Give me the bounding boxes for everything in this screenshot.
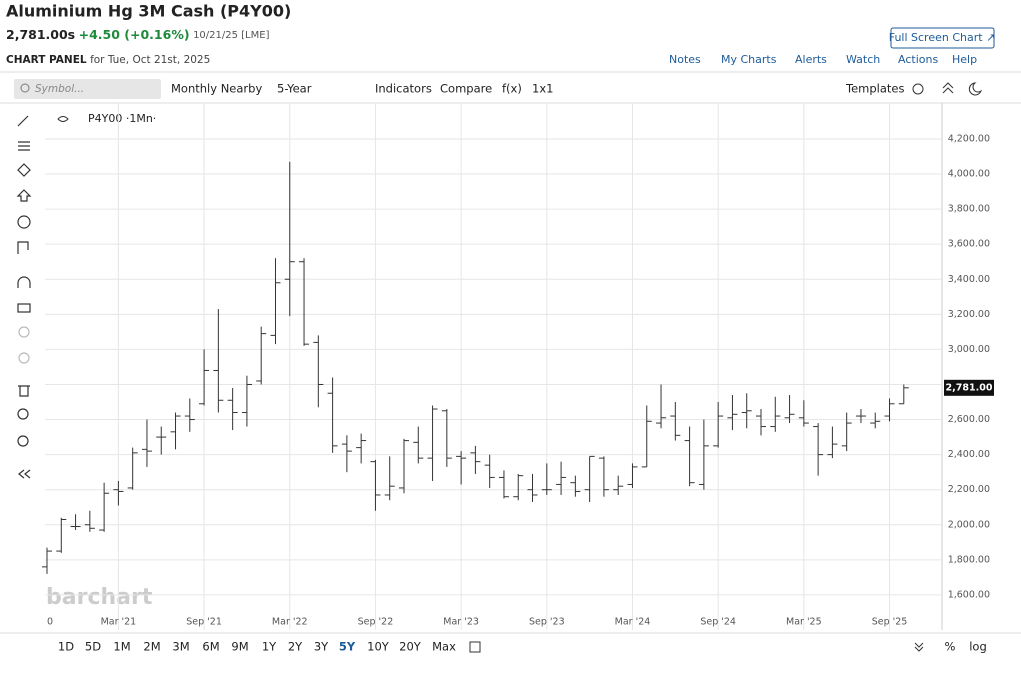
eye-icon[interactable] [57,116,69,122]
quote-line: 2,781.00s +4.50 (+0.16%) 10/21/25 [LME] [6,27,270,42]
y-tick-label: 4,000.00 [948,169,990,180]
range-button[interactable]: 6M [202,640,219,654]
y-tick-label: 2,400.00 [948,449,990,460]
y-tick-label: 4,200.00 [948,133,990,144]
nav-link[interactable]: Watch [846,53,880,66]
nav-link[interactable]: My Charts [721,53,777,66]
nav-link[interactable]: Notes [669,53,701,66]
tool[interactable] [17,241,29,254]
watermark: barchart [46,585,153,610]
range-button[interactable]: 1D [58,640,74,654]
y-tick-label: 2,600.00 [948,414,990,425]
legend: P4Y00 ·1Mn· [88,112,156,125]
full-screen-label[interactable]: Full Screen Chart ↗ [889,31,996,44]
toolbar-item[interactable]: 5-Year [277,82,312,96]
nav-link[interactable]: Actions [898,53,938,66]
y-tick-label: 3,000.00 [948,344,990,355]
panel-date: for Tue, Oct 21st, 2025 [90,54,210,66]
toolbar-item[interactable]: Indicators [375,82,432,96]
y-tick-label: 3,600.00 [948,239,990,250]
percent-toggle[interactable]: % [945,640,956,654]
search-icon [20,83,30,93]
templates[interactable]: Templates [845,82,904,96]
symbol-input[interactable] [14,79,161,99]
x-tick-label: Sep '21 [186,617,222,628]
x-tick-label: Mar '24 [615,617,651,628]
tool[interactable] [16,189,32,202]
tool[interactable] [17,215,31,229]
change: +4.50 (+0.16%) [79,27,190,42]
x-tick-label: Mar '25 [786,617,822,628]
theme-icon[interactable] [968,82,983,96]
x-tick-label: Mar '23 [443,617,479,628]
range-button[interactable]: 3Y [314,640,329,654]
range-button[interactable]: 2Y [288,640,303,654]
x-tick-label: Mar '21 [101,617,137,628]
toolbar-item[interactable]: Monthly Nearby [171,82,262,96]
y-tick-label: 3,200.00 [948,309,990,320]
nav-link[interactable]: Help [952,53,977,66]
collapse-tools[interactable] [18,469,31,479]
range-button[interactable]: 1Y [262,640,277,654]
x-tick-label: Sep '23 [529,617,565,628]
lock[interactable] [17,303,31,313]
drawing-tools [16,115,32,479]
y-tick-label: 2,200.00 [948,484,990,495]
trash[interactable] [18,385,30,397]
settings-icon[interactable] [912,83,924,95]
full-screen-button[interactable] [890,27,995,49]
toolbar-item[interactable]: f(x) [502,82,522,96]
tool[interactable] [17,115,29,127]
panel: CHART PANEL [6,54,87,66]
x-tick-label: Mar '22 [272,617,308,628]
quote-date: 10/21/25 [LME] [193,30,270,41]
last-price-box [944,379,994,396]
price: 2,781.00s [6,27,75,42]
undo[interactable] [18,326,30,338]
range-button[interactable]: 1M [113,640,130,654]
x-tick-label: 0 [47,617,53,628]
range-button[interactable]: 10Y [367,640,390,654]
calendar-icon[interactable] [469,641,481,653]
x-tick-label: Sep '22 [358,617,394,628]
toolbar-item[interactable]: 1x1 [532,82,553,96]
y-tick-label: 2,000.00 [948,519,990,530]
last-price-label: 2,781.00 [946,382,993,393]
range-button[interactable]: Max [432,640,456,654]
y-tick-label: 1,600.00 [948,589,990,600]
y-tick-label: 1,800.00 [948,554,990,565]
log-toggle[interactable]: log [969,640,987,654]
tool[interactable] [18,141,30,151]
x-tick-label: Sep '24 [700,617,736,628]
range-button[interactable]: 2M [143,640,160,654]
magnet[interactable] [17,276,31,288]
zoom-out[interactable] [17,435,29,447]
range-button[interactable]: 20Y [399,640,422,654]
title: Aluminium Hg 3M Cash (P4Y00) [6,2,291,21]
x-tick-label: Sep '25 [872,617,908,628]
redo[interactable] [18,352,30,364]
panel-line: CHART PANEL for Tue, Oct 21st, 2025 [6,53,210,66]
y-tick-label: 3,800.00 [948,204,990,215]
range-button[interactable]: 9M [231,640,248,654]
range-button[interactable]: 5Y [339,640,356,654]
range-button[interactable]: 3M [172,640,189,654]
expand-icon[interactable] [914,642,924,652]
range-button[interactable]: 5D [85,640,101,654]
symbol-placeholder[interactable]: Symbol... [35,83,84,95]
tool[interactable] [17,163,31,177]
nav-link[interactable]: Alerts [795,53,827,66]
zoom-in[interactable] [17,408,29,420]
toolbar-item[interactable]: Compare [440,82,492,96]
collapse-icon[interactable] [942,82,954,94]
y-tick-label: 3,400.00 [948,274,990,285]
